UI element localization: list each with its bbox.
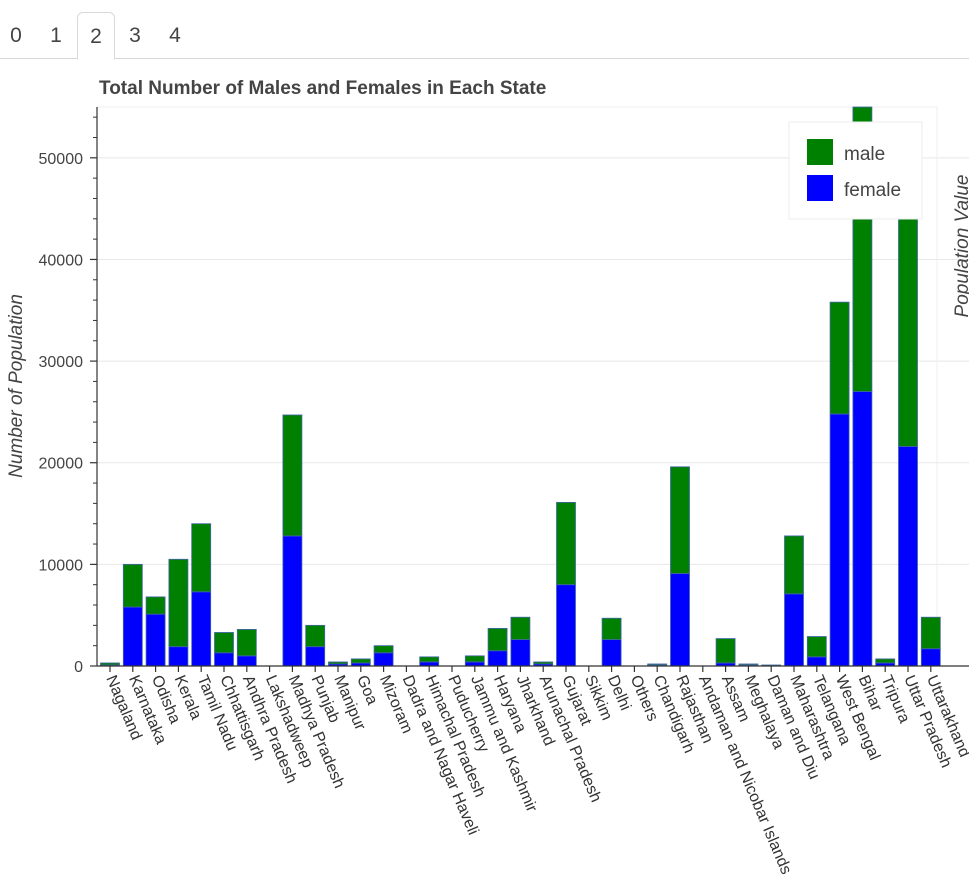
bar-male-28 — [738, 663, 759, 666]
bar-male-14 — [419, 656, 440, 663]
bar-male-5 — [214, 632, 234, 654]
bar-male-17 — [487, 627, 508, 652]
legend-swatch-male — [807, 139, 833, 165]
tab-bar: 0 1 2 3 4 — [0, 0, 969, 60]
bar-male-32 — [829, 301, 850, 415]
bar-male-9 — [305, 624, 326, 648]
bar-female-17 — [487, 650, 508, 667]
bar-male-30 — [784, 535, 804, 595]
bar-female-33 — [852, 391, 873, 667]
bar-female-3 — [168, 646, 189, 667]
bar-female-2 — [145, 613, 166, 667]
bar-female-9 — [305, 646, 326, 667]
bar-male-4 — [191, 523, 212, 593]
bar-female-1 — [122, 606, 143, 667]
bar-female-25 — [670, 573, 690, 667]
bar-female-16 — [464, 661, 485, 667]
bar-female-12 — [373, 652, 394, 667]
legend-swatch-female — [807, 175, 833, 201]
bar-male-19 — [533, 661, 554, 665]
legend-label-male: male — [844, 144, 885, 165]
bar-female-30 — [784, 593, 804, 667]
bar-male-36 — [920, 616, 941, 650]
bar-male-31 — [806, 636, 827, 658]
bar-male-35 — [898, 180, 918, 447]
y-tick-label-3: 30000 — [39, 354, 84, 371]
bar-female-8 — [282, 535, 303, 667]
y-tick-label-0: 0 — [74, 659, 83, 676]
tab-4[interactable]: 4 — [169, 24, 181, 47]
bar-male-10 — [328, 661, 348, 665]
y-axis-label: Number of Population — [6, 294, 27, 478]
bar-female-4 — [191, 591, 212, 667]
right-axis-label: Population Value — [952, 175, 969, 318]
y-tick-labels: 0 10000 20000 30000 40000 50000 — [39, 151, 84, 676]
bar-female-18 — [510, 639, 531, 667]
bar-male-0 — [100, 662, 120, 666]
tab-3[interactable]: 3 — [129, 24, 141, 47]
tab-0[interactable]: 0 — [10, 24, 22, 47]
bar-male-16 — [464, 655, 485, 663]
bar-male-18 — [510, 616, 531, 640]
bar-male-3 — [168, 558, 189, 648]
bar-male-11 — [350, 658, 371, 664]
bar-male-25 — [670, 466, 690, 574]
bar-female-32 — [829, 413, 850, 667]
bar-male-22 — [601, 617, 622, 640]
tab-1[interactable]: 1 — [50, 24, 62, 47]
bar-male-20 — [556, 501, 576, 586]
bar-female-31 — [806, 656, 827, 667]
y-tick-label-1: 10000 — [39, 557, 84, 574]
y-tick-label-5: 50000 — [39, 151, 84, 168]
chart-title: Total Number of Males and Females in Eac… — [99, 78, 546, 99]
legend-box — [788, 121, 923, 220]
bar-male-1 — [122, 563, 143, 608]
legend: male female — [788, 121, 923, 220]
bar-male-6 — [236, 629, 257, 657]
bar-female-5 — [214, 652, 234, 667]
bar-female-22 — [601, 639, 622, 667]
bar-male-2 — [145, 596, 166, 615]
bar-male-12 — [373, 645, 394, 654]
bar-male-27 — [715, 638, 736, 664]
bar-male-34 — [875, 658, 896, 664]
bar-female-36 — [920, 648, 941, 667]
bar-female-20 — [556, 584, 576, 667]
bar-female-14 — [419, 661, 440, 667]
axes — [90, 107, 969, 672]
bar-female-35 — [898, 446, 918, 667]
y-tick-label-2: 20000 — [39, 456, 84, 473]
bar-male-8 — [282, 414, 303, 537]
bar-male-24 — [647, 663, 668, 666]
bar-female-6 — [236, 655, 257, 667]
legend-label-female: female — [844, 180, 901, 201]
y-tick-label-4: 40000 — [39, 252, 84, 269]
tab-2[interactable]: 2 — [77, 12, 115, 60]
